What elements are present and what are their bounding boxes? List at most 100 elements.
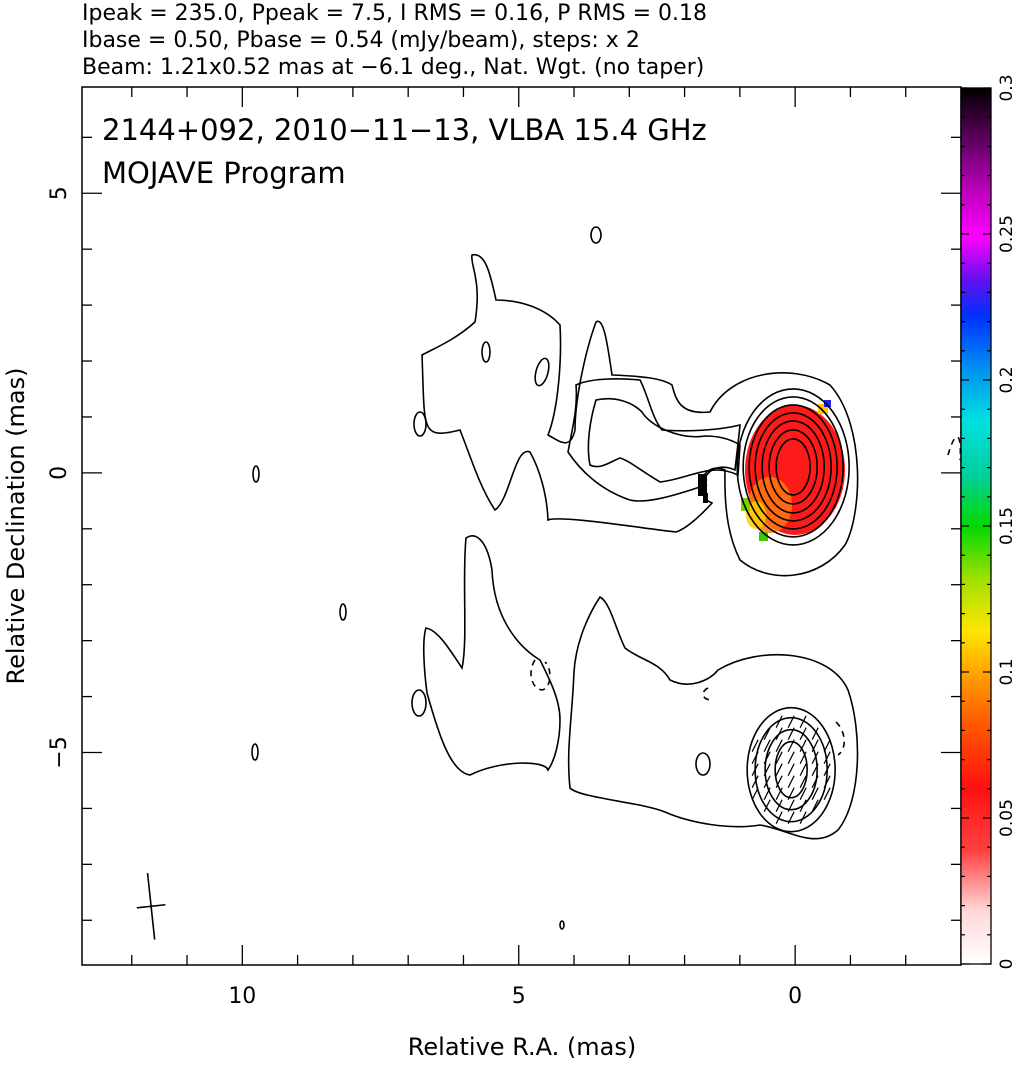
- polarization-vector: [775, 811, 783, 824]
- polarization-vector: [775, 763, 783, 776]
- polarization-vector: [775, 775, 783, 788]
- contour-lower-negative: [530, 659, 551, 691]
- polarization-vector: [823, 763, 831, 776]
- beam-minor-axis: [136, 903, 166, 909]
- colorbar-tick-label: 0.3: [997, 74, 1017, 101]
- polarization-vector: [799, 751, 807, 764]
- polarization-vector: [775, 727, 783, 740]
- polarization-vector: [811, 751, 819, 764]
- polarization-vector: [823, 787, 831, 800]
- contour-lower-outer: [567, 595, 859, 840]
- polarization-vectors: [751, 715, 831, 824]
- chart-title: 2144+092, 2010−11−13, VLBA 15.4 GHz: [102, 113, 707, 147]
- core-contour: [761, 420, 825, 514]
- y-axis-label: Relative Declination (mas): [2, 367, 30, 684]
- pol-patch-green: [759, 532, 768, 541]
- x-tick-label: 0: [788, 984, 802, 1009]
- polarization-vector: [811, 787, 819, 800]
- contour-island: [413, 411, 427, 437]
- polarization-vector: [775, 751, 783, 764]
- core-contour: [774, 740, 808, 799]
- pol-mark-black: [698, 474, 707, 496]
- polarization-vector: [763, 727, 771, 740]
- header-line-2: Ibase = 0.50, Pbase = 0.54 (mJy/beam), s…: [82, 28, 640, 53]
- contour-island: [695, 752, 711, 776]
- contour-upper-inner: [567, 378, 741, 502]
- polarization-vector: [751, 739, 759, 752]
- core-contour: [764, 728, 818, 811]
- y-tick-labels: 5 0 −5: [47, 186, 72, 768]
- polarization-vector: [751, 775, 759, 788]
- contour-upper-inner-2: [587, 397, 741, 483]
- contour-island: [251, 743, 259, 761]
- polarization-vector: [823, 739, 831, 752]
- polarization-vector: [763, 739, 771, 752]
- polarization-vector: [763, 787, 771, 800]
- colorbar-tick-label: 0: [997, 959, 1017, 970]
- contour-lower-negative: [702, 687, 713, 701]
- polarization-vector: [811, 727, 819, 740]
- contour-upper-outer: [421, 254, 859, 577]
- polarization-vector: [799, 811, 807, 824]
- contour-island: [252, 465, 260, 483]
- polarization-vector: [811, 763, 819, 776]
- header-line-3: Beam: 1.21x0.52 mas at −6.1 deg., Nat. W…: [82, 55, 704, 80]
- contour-map: [251, 226, 961, 930]
- polarization-vector: [799, 763, 807, 776]
- polarization-vector: [775, 787, 783, 800]
- contour-island: [481, 341, 491, 363]
- polarization-vector: [787, 787, 795, 800]
- x-tick-label: 10: [228, 984, 256, 1009]
- y-tick-label: −5: [47, 736, 72, 768]
- pol-patch-yellow: [818, 404, 828, 414]
- header-line-1: Ipeak = 235.0, Ppeak = 7.5, I RMS = 0.16…: [82, 1, 707, 26]
- colorbar-tick-label: 0.15: [997, 507, 1017, 545]
- core-contour: [775, 438, 811, 496]
- polarization-vector: [799, 787, 807, 800]
- polarization-vector: [787, 727, 795, 740]
- polarization-vector: [751, 787, 759, 800]
- core-contour: [748, 404, 838, 530]
- polarization-vector: [787, 811, 795, 824]
- contour-island: [411, 689, 427, 717]
- polarization-vector: [811, 775, 819, 788]
- core-upper-overlay-contours: [736, 388, 850, 546]
- polarization-vector: [775, 799, 783, 812]
- polarization-vector: [823, 751, 831, 764]
- pol-patch-blue: [824, 400, 831, 407]
- x-axis-label: Relative R.A. (mas): [408, 1033, 636, 1061]
- chart-subtitle: MOJAVE Program: [102, 156, 346, 190]
- contour-island: [534, 357, 550, 387]
- polarization-vector: [751, 751, 759, 764]
- polarization-vector: [763, 775, 771, 788]
- polarization-vector: [823, 775, 831, 788]
- polarization-vector: [799, 775, 807, 788]
- polarization-vector: [775, 739, 783, 752]
- contour-island: [339, 603, 347, 621]
- y-tick-label: 0: [47, 466, 72, 480]
- contour-negative: [947, 436, 961, 461]
- polarization-vector: [811, 799, 819, 812]
- polarization-vector: [799, 727, 807, 740]
- core-contour: [736, 388, 850, 546]
- core-contour: [742, 396, 844, 538]
- x-tick-label: 5: [512, 984, 526, 1009]
- colorbar-tick-label: 0.25: [997, 215, 1017, 253]
- core-contour: [754, 412, 832, 522]
- axis-ticks: [82, 87, 961, 965]
- polarization-vector: [787, 751, 795, 764]
- polarization-vector: [775, 715, 783, 728]
- colorbar-tick-label: 0.1: [997, 658, 1017, 685]
- polarization-vector: [787, 763, 795, 776]
- polarization-vector: [787, 715, 795, 728]
- contour-island: [559, 920, 565, 930]
- polarization-vector: [751, 763, 759, 776]
- polarization-vector: [763, 799, 771, 812]
- x-tick-labels: 10 5 0: [228, 984, 802, 1009]
- core-contour: [768, 429, 818, 505]
- polarization-intensity-patch: [698, 388, 850, 546]
- contour-lower-left: [422, 535, 561, 776]
- core-contour: [746, 706, 836, 833]
- polarization-vector: [787, 739, 795, 752]
